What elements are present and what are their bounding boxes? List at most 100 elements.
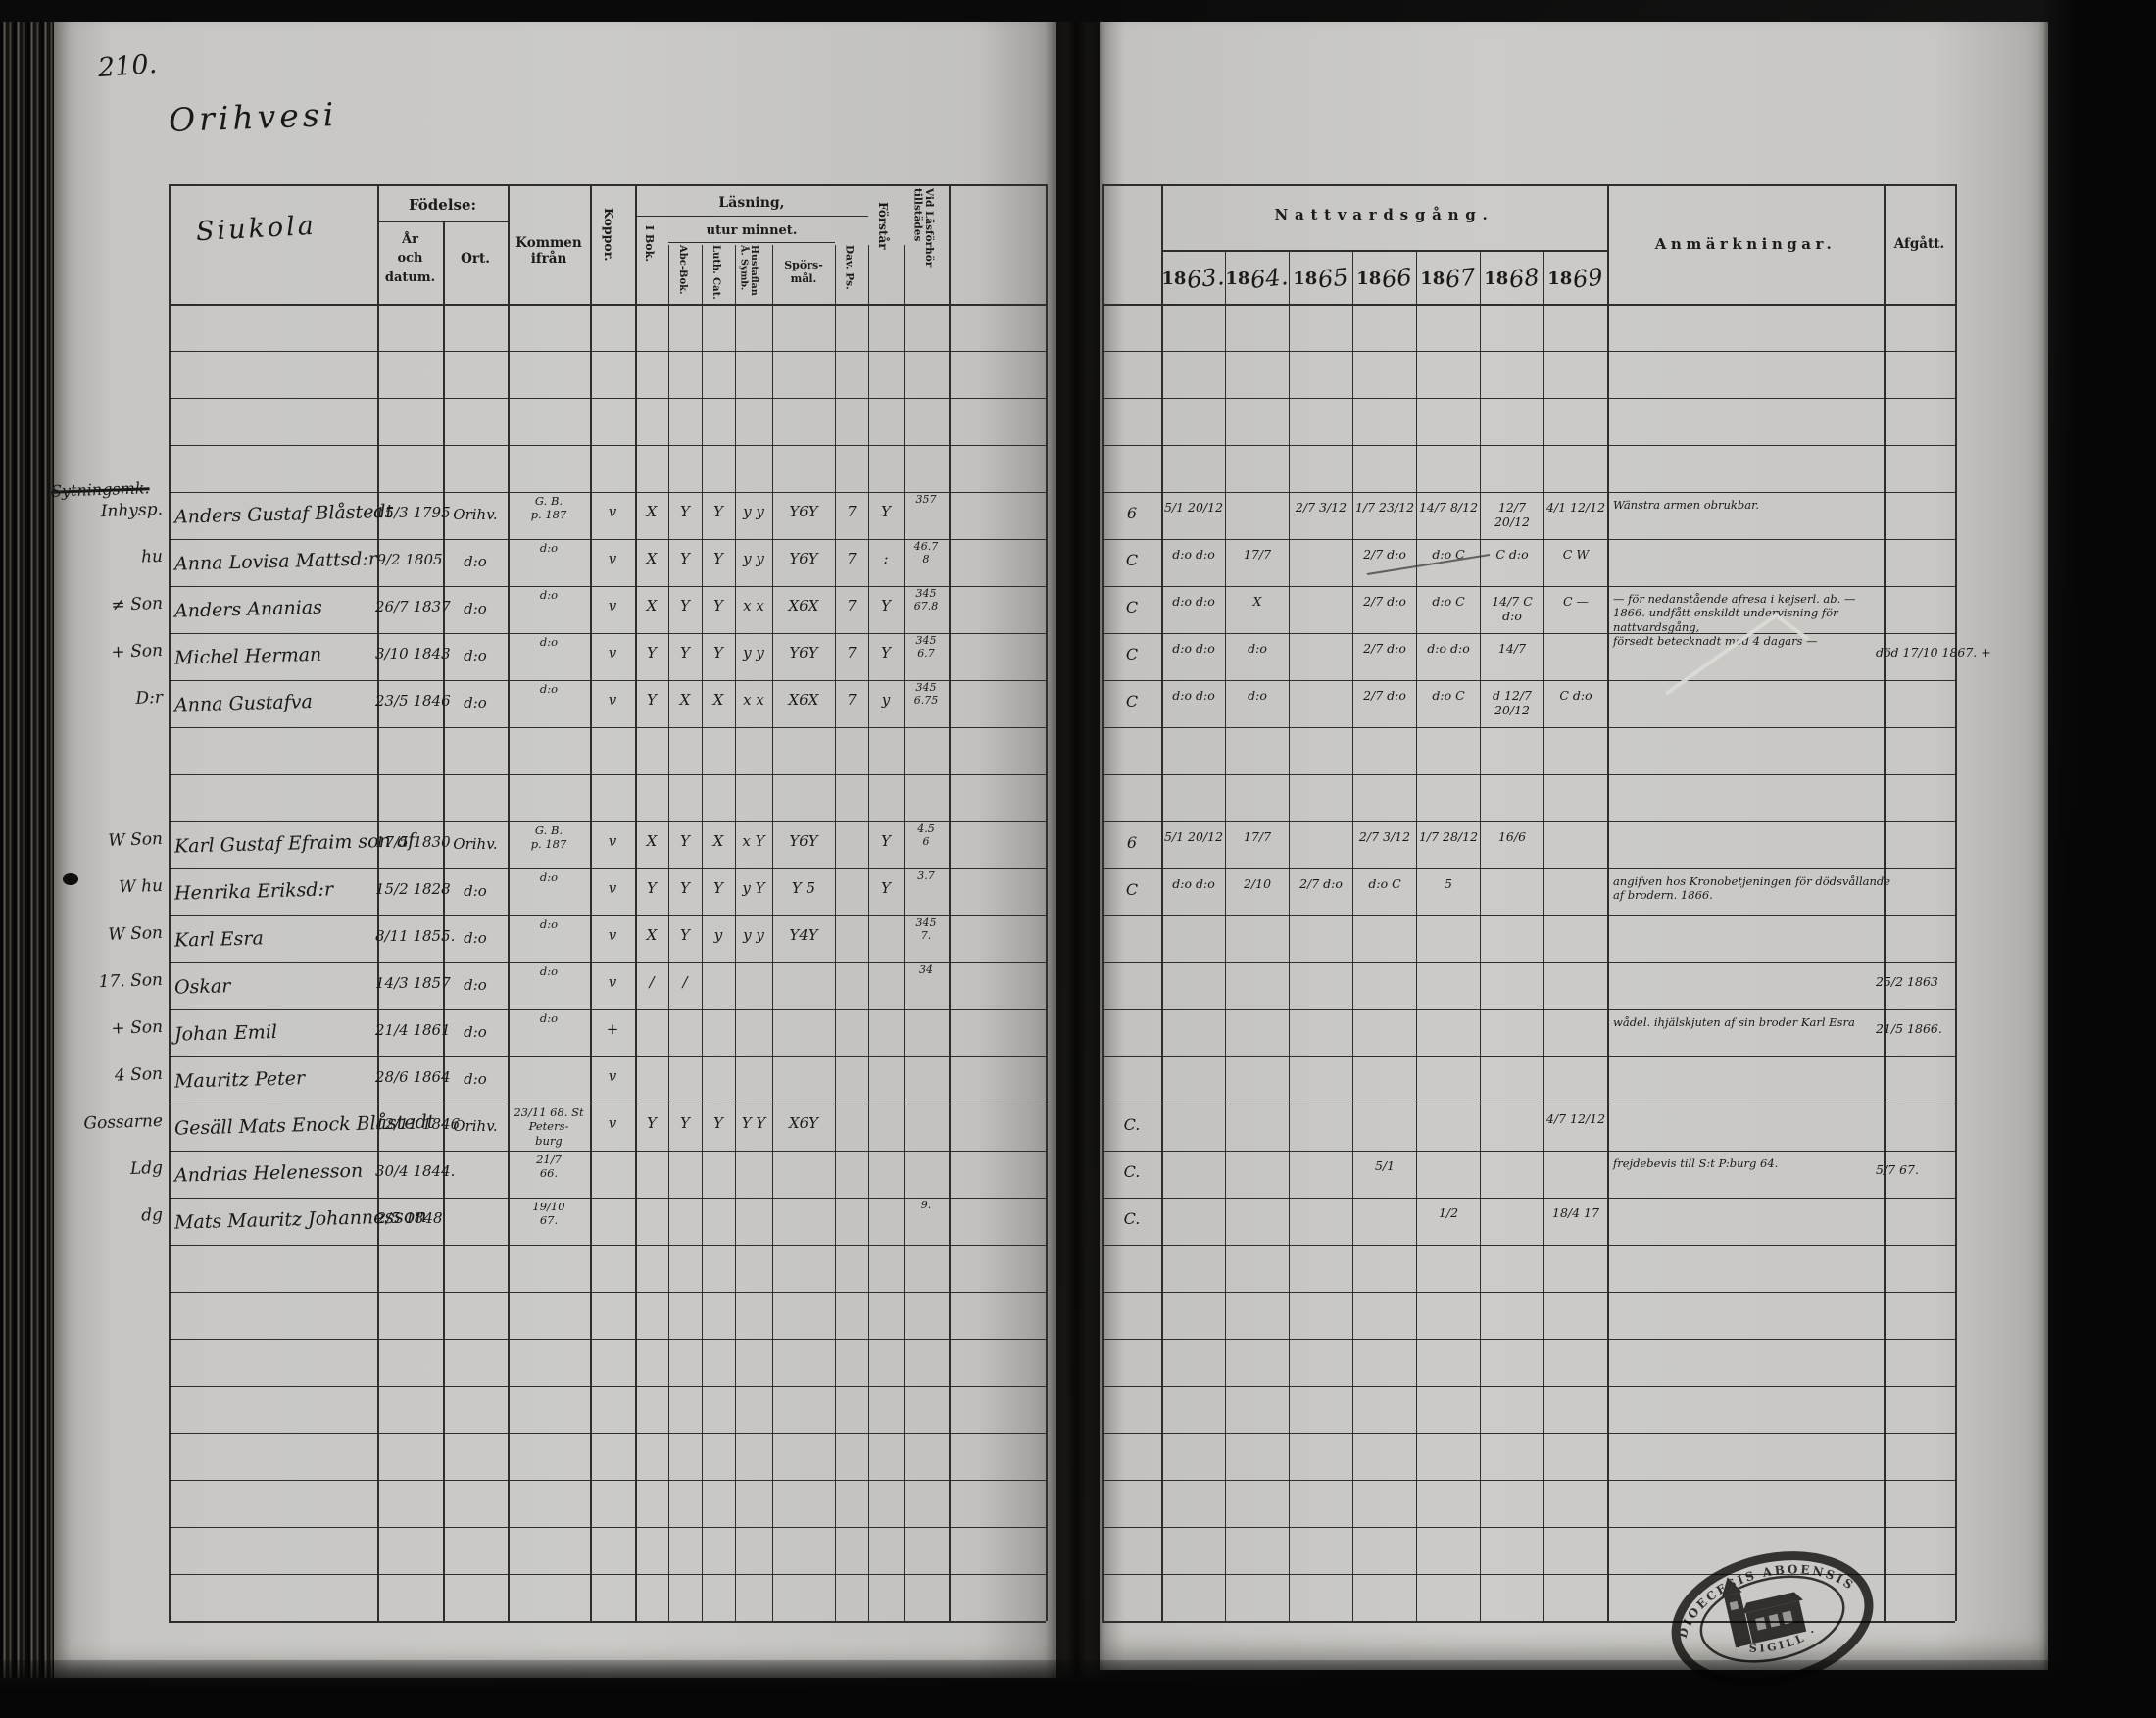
reading-mark-cell: y Y (742, 879, 765, 897)
row-rule (1102, 868, 1955, 870)
row-from-cell: d:o (539, 1011, 559, 1025)
year-suffix-handwritten: 65 (1316, 263, 1350, 294)
row-rule (169, 1339, 1046, 1341)
communion-year-cell: d:o d:o (1172, 688, 1215, 703)
communion-year-cell: 5/1 (1374, 1158, 1396, 1173)
row-from-cell: d:o (539, 541, 559, 555)
row-margin-label: Inhysp. (100, 499, 164, 522)
row-rule (169, 586, 1046, 588)
row-from-cell: d:o (539, 635, 559, 649)
row-rule (169, 492, 1046, 494)
reading-mark-cell: v (608, 926, 617, 944)
left-page (54, 22, 1056, 1678)
header-abc-bok: Abc-Bok. (677, 245, 688, 295)
year-prefix: 18 (1484, 268, 1509, 289)
row-rule (1102, 1151, 1955, 1153)
communion-mark-cell: C (1125, 598, 1139, 616)
rule-v (868, 245, 870, 1621)
reading-mark-cell: y (881, 691, 891, 709)
year-header-cell: 18 69 (1544, 257, 1607, 300)
row-margin-label: ≠ Son (111, 593, 164, 615)
communion-year-cell: d 12/7 20/12 (1492, 688, 1533, 717)
row-rule (169, 1151, 1046, 1153)
row-rule (1102, 774, 1955, 776)
reading-mark-cell: y (713, 926, 723, 944)
row-rule (169, 351, 1046, 353)
communion-year-cell: 12/7 20/12 (1494, 500, 1531, 529)
reading-mark-cell: Y (881, 503, 891, 520)
header-fodelse-ar: År och datum. (384, 231, 436, 285)
reading-mark-cell: 7 (847, 691, 857, 709)
row-from-cell: 19/10 67. (532, 1200, 565, 1228)
year-header-cell: 18 64. (1225, 257, 1290, 300)
rule-v (702, 245, 704, 1621)
reading-mark-cell: Y (680, 926, 690, 944)
reading-mark-cell: 7 (847, 597, 857, 614)
row-rule (1102, 1386, 1955, 1388)
folio-number: 210. (96, 48, 159, 84)
rule-v (635, 184, 637, 1621)
table-border (1102, 1621, 1955, 1624)
rule-v (1884, 184, 1886, 1621)
departed-cell: 5/7 67. (1876, 1162, 1919, 1177)
row-rule (169, 1198, 1046, 1200)
table-border (1955, 184, 1958, 1621)
reading-mark-cell: Y6Y (789, 832, 818, 850)
communion-year-cell: C — (1562, 594, 1590, 609)
communion-year-cell: 16/6 (1497, 829, 1527, 844)
reading-mark-cell: Y (647, 879, 657, 897)
remark-cell: angifven hos Kronobetjeningen för dödsvå… (1613, 874, 1891, 903)
row-born-cell: 15/2 1828 (375, 880, 451, 898)
row-margin-label: + Son (111, 1016, 164, 1039)
communion-year-cell: d:o (1248, 688, 1267, 703)
row-ort-cell: Orihv. (453, 506, 498, 523)
remark-cell: — för nedanstående afresa i kejserl. ab.… (1613, 592, 1856, 649)
row-from-cell: G. B. p. 187 (530, 823, 567, 852)
reading-mark-cell: 46.7 8 (913, 540, 939, 565)
reading-mark-cell: Y (680, 832, 690, 850)
rule-v (1289, 250, 1291, 1621)
header-hustaflan: Hustaflan Å. Symb. (738, 245, 760, 296)
reading-mark-cell: + (606, 1020, 619, 1038)
row-born-cell: 28/6 1864 (375, 1068, 451, 1086)
communion-year-cell: 4/1 12/12 (1545, 500, 1606, 515)
reading-mark-cell: 345 6.7 (915, 634, 937, 660)
reading-mark-cell: Y (680, 550, 690, 567)
rule-v (772, 245, 774, 1621)
communion-year-cell: 1/7 28/12 (1418, 829, 1479, 844)
row-rule (1102, 1574, 1955, 1576)
church-icon (1722, 1577, 1807, 1648)
reading-mark-cell: Y (647, 644, 657, 662)
row-rule (1102, 915, 1955, 917)
margin-note-struck: Sytningsmk. (50, 478, 150, 501)
row-ort-cell: d:o (464, 1023, 487, 1041)
row-rule (1102, 398, 1955, 400)
reading-mark-cell: v (608, 503, 617, 520)
row-rule (1102, 962, 1955, 964)
reading-mark-cell: 7 (847, 644, 857, 662)
reading-mark-cell: / (649, 973, 655, 991)
year-prefix: 18 (1225, 268, 1250, 289)
row-rule (169, 1480, 1046, 1482)
reading-mark-cell: v (608, 1114, 617, 1132)
table-border (1102, 184, 1955, 187)
page-title-handwritten: Orihvesi (168, 95, 338, 139)
reading-mark-cell: Y6Y (789, 550, 818, 567)
header-anmarkningar: Anmärkningar. (1654, 235, 1837, 253)
year-suffix-handwritten: 66 (1380, 263, 1414, 294)
reading-mark-cell: x x (743, 691, 764, 709)
row-from-cell: d:o (539, 682, 559, 696)
reading-mark-cell: 7 (847, 503, 857, 520)
header-luth-cat: Luth. Cat. (710, 245, 721, 300)
header-sporsmal: Spörs- mål. (784, 258, 823, 285)
communion-year-cell: d:o C (1368, 876, 1401, 891)
row-rule (169, 1527, 1046, 1529)
year-suffix-handwritten: 67 (1444, 263, 1478, 294)
row-rule (1102, 492, 1955, 494)
row-ort-cell: Orihv. (453, 1117, 498, 1135)
table-border (1046, 184, 1049, 1621)
header-koppor: Koppor. (601, 208, 616, 262)
row-rule (169, 1433, 1046, 1435)
communion-year-cell: C d:o (1559, 688, 1592, 703)
row-margin-label: hu (140, 546, 164, 567)
